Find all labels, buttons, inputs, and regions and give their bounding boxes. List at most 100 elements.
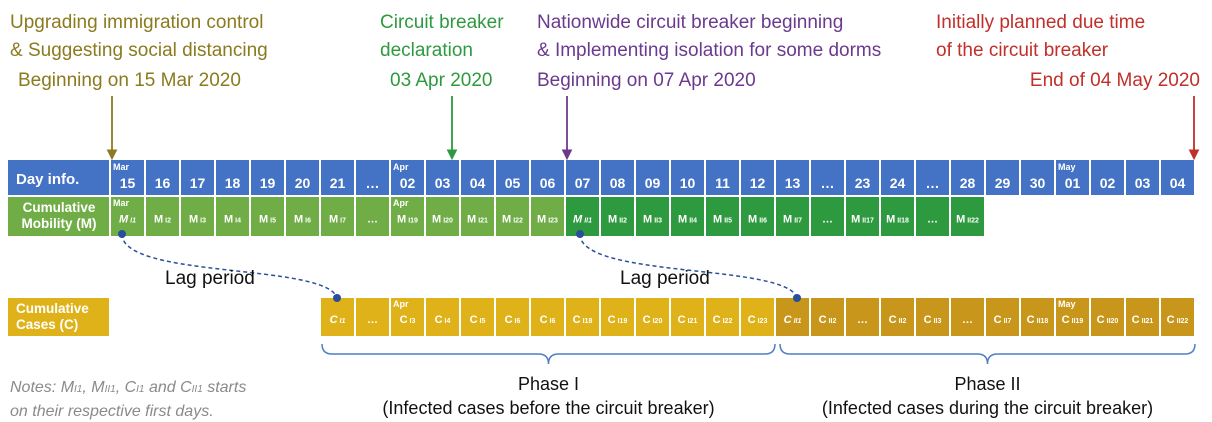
cell-base: M bbox=[329, 214, 338, 226]
cell-sub: I2 bbox=[165, 218, 171, 225]
day-cell bbox=[846, 160, 879, 195]
day-cell bbox=[251, 160, 284, 195]
cell-sub: I18 bbox=[583, 318, 593, 325]
note-sub: II1 bbox=[192, 384, 203, 395]
cell bbox=[951, 197, 984, 236]
cell-base: C bbox=[889, 314, 897, 326]
day-number: 11 bbox=[715, 175, 730, 191]
cell-label: M I22 bbox=[502, 214, 523, 226]
cell-sub: II21 bbox=[1142, 318, 1154, 325]
cell-label: C I3 bbox=[400, 314, 416, 326]
cell-base: M bbox=[259, 214, 268, 226]
note-text: and C bbox=[145, 379, 193, 396]
cell-sub: II18 bbox=[1037, 318, 1049, 325]
day-number: … bbox=[366, 175, 380, 191]
cell bbox=[811, 197, 844, 236]
day-month: May bbox=[1058, 162, 1076, 172]
day-cell bbox=[671, 160, 704, 195]
row-label: Cases (C) bbox=[16, 317, 78, 332]
cell-base: C bbox=[1167, 314, 1175, 326]
phase-subtitle: (Infected cases during the circuit break… bbox=[822, 398, 1153, 418]
cell-sub: II2 bbox=[899, 318, 907, 325]
cell-sub: I6 bbox=[305, 218, 311, 225]
cell bbox=[846, 197, 879, 236]
lag-dot bbox=[793, 294, 801, 302]
day-number: 19 bbox=[260, 175, 276, 191]
cell-label: M II3 bbox=[643, 214, 662, 226]
day-number: 08 bbox=[610, 175, 626, 191]
cell-base: M bbox=[851, 214, 860, 226]
cell-base: M bbox=[643, 214, 652, 226]
annotation-line: Upgrading immigration control bbox=[10, 12, 263, 33]
cell-label: M II22 bbox=[956, 214, 979, 226]
cell bbox=[356, 197, 389, 236]
note-line: Notes: MI1, MII1, CI1 and CII1 starts bbox=[10, 379, 246, 396]
cell-month: Apr bbox=[393, 299, 409, 309]
cell-sub: I22 bbox=[723, 318, 733, 325]
day-cell bbox=[461, 160, 494, 195]
cell-label: C II7 bbox=[994, 314, 1012, 326]
cell-sub: I23 bbox=[758, 318, 768, 325]
cell-label: M I6 bbox=[294, 214, 311, 226]
cell-label: C II2 bbox=[889, 314, 907, 326]
cell-base: C bbox=[994, 314, 1002, 326]
cell-base: C bbox=[435, 314, 443, 326]
cell-sub: II2 bbox=[619, 218, 627, 225]
cell bbox=[706, 197, 739, 236]
cell-sub: I22 bbox=[513, 218, 523, 225]
cell bbox=[881, 197, 914, 236]
cell-label: M I20 bbox=[432, 214, 453, 226]
cell-sub: II7 bbox=[1004, 318, 1012, 325]
day-number: 04 bbox=[1170, 175, 1186, 191]
day-number: 15 bbox=[120, 175, 136, 191]
day-cell bbox=[986, 160, 1019, 195]
cell-sub: II22 bbox=[1177, 318, 1189, 325]
annotation-line: & Implementing isolation for some dorms bbox=[537, 40, 881, 61]
cell-base: C bbox=[1132, 314, 1140, 326]
day-cell bbox=[111, 160, 144, 195]
cell bbox=[566, 197, 599, 236]
cell-sub: II22 bbox=[967, 218, 979, 225]
cell-base: C bbox=[1062, 314, 1070, 326]
phase-title: Phase II bbox=[954, 374, 1020, 394]
day-cell bbox=[776, 160, 809, 195]
day-cell bbox=[636, 160, 669, 195]
cell-base: … bbox=[857, 314, 868, 326]
cell-label: M I5 bbox=[259, 214, 276, 226]
cell bbox=[811, 298, 844, 336]
cell-label: C I5 bbox=[470, 314, 486, 326]
day-cell bbox=[566, 160, 599, 195]
cell-label: M II4 bbox=[678, 214, 697, 226]
day-cell bbox=[951, 160, 984, 195]
cell bbox=[461, 298, 494, 336]
cell bbox=[531, 298, 564, 336]
cell-label: C I18 bbox=[573, 314, 593, 326]
cell bbox=[916, 298, 949, 336]
phase-brace bbox=[321, 343, 776, 365]
day-cell bbox=[1161, 160, 1194, 195]
day-number: 12 bbox=[750, 175, 766, 191]
cell-base: C bbox=[924, 314, 932, 326]
cell-base: … bbox=[367, 214, 378, 226]
day-number: 01 bbox=[1065, 175, 1081, 191]
cell bbox=[776, 197, 809, 236]
cell bbox=[1091, 298, 1124, 336]
cell bbox=[636, 197, 669, 236]
cell bbox=[566, 298, 599, 336]
cell-sub: I4 bbox=[235, 218, 241, 225]
cell bbox=[1021, 298, 1054, 336]
cell-sub: II5 bbox=[724, 218, 732, 225]
cell-base: … bbox=[927, 214, 938, 226]
cell-month: May bbox=[1058, 299, 1076, 309]
cell-base: M bbox=[189, 214, 198, 226]
cell-sub: II17 bbox=[862, 218, 874, 225]
cell-base: M bbox=[467, 214, 476, 226]
day-number: 20 bbox=[295, 175, 311, 191]
cell-base: M bbox=[573, 214, 583, 226]
cell-sub: I19 bbox=[408, 218, 418, 225]
cell bbox=[741, 197, 774, 236]
lag-dot bbox=[118, 230, 126, 238]
lag-label: Lag period bbox=[620, 268, 710, 289]
cell-base: … bbox=[822, 214, 833, 226]
